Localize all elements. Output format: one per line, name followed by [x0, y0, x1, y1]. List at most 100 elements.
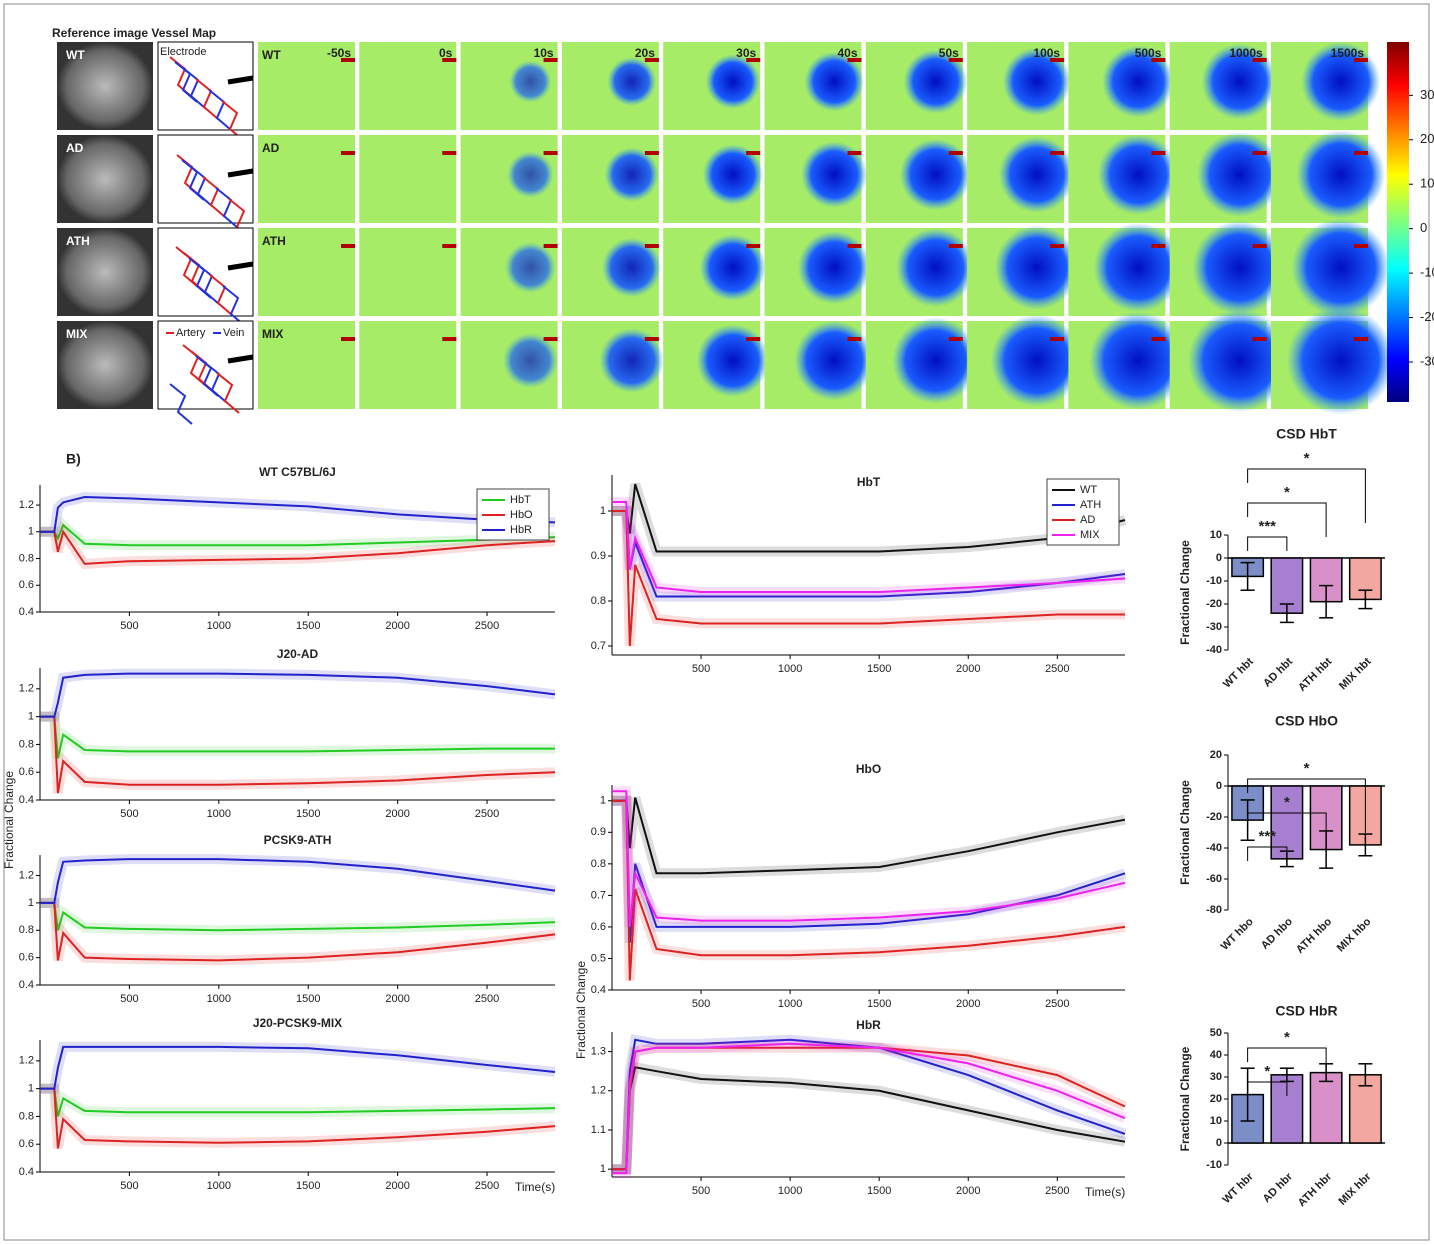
y-tick-label: 0.4	[19, 606, 34, 618]
x-tick-label: 2500	[1045, 998, 1069, 1010]
line	[612, 483, 1126, 553]
significance-bracket	[1247, 778, 1366, 833]
y-tick-label: 0.8	[591, 858, 606, 870]
heatmap-cell	[258, 42, 355, 130]
heatmap-cell	[359, 321, 457, 409]
colorbar	[1387, 42, 1409, 402]
response-blob	[509, 60, 552, 103]
response-blob	[507, 151, 554, 198]
y-tick-label: 1	[600, 505, 606, 517]
significance-bracket	[1247, 1047, 1327, 1082]
electrode-artifact	[644, 244, 659, 248]
line	[40, 529, 556, 565]
time-label: 100s	[1033, 46, 1060, 60]
colorbar-tick-label: 10	[1420, 176, 1434, 191]
response-blob	[801, 141, 868, 208]
electrode-artifact	[543, 337, 558, 341]
line	[612, 1042, 1126, 1175]
electrode-artifact	[1252, 151, 1267, 155]
time-label: 20s	[635, 46, 655, 60]
electrode-artifact	[746, 244, 761, 248]
x-tick-label: MIX hbo	[1335, 916, 1374, 955]
x-tick-label: 2000	[956, 998, 980, 1010]
y-tick-label: 0.4	[591, 984, 606, 996]
response-blob	[899, 138, 972, 211]
electrode-artifact	[1151, 337, 1166, 341]
y-tick-label: 1	[28, 711, 34, 723]
response-blob	[903, 49, 968, 114]
electrode-artifact	[847, 151, 862, 155]
chart-title: J20-PCSK9-MIX	[253, 1016, 342, 1030]
response-blob	[1097, 134, 1179, 215]
y-axis-label: Fractional Change	[2, 771, 16, 869]
reference-image	[57, 321, 153, 409]
line-band	[612, 795, 1126, 879]
x-tick-label: AD hbr	[1261, 1170, 1296, 1205]
legend-label: MIX	[1080, 529, 1100, 541]
electrode-artifact	[746, 337, 761, 341]
legend-label: ATH	[1080, 499, 1101, 511]
electrode-artifact	[948, 58, 963, 62]
x-tick-label: 2500	[1045, 663, 1069, 675]
line	[40, 715, 556, 794]
vessel	[202, 176, 226, 218]
y-tick-label: 0.4	[19, 794, 34, 806]
electrode-artifact	[644, 151, 659, 155]
x-tick-label: 1000	[778, 998, 802, 1010]
y-tick-label: 0.6	[19, 766, 34, 778]
y-tick-label: 1.3	[591, 1046, 606, 1058]
colorbar-tick-label: -10	[1420, 265, 1434, 280]
reference-image	[57, 42, 153, 130]
chart-title: CSD HbO	[1275, 713, 1338, 729]
vein-label: Vein	[223, 327, 244, 339]
chart-title: HbR	[856, 1018, 881, 1032]
line	[40, 901, 556, 932]
y-tick-label: -20	[1206, 598, 1222, 610]
electrode-artifact	[644, 337, 659, 341]
time-label: 0s	[439, 46, 453, 60]
response-blob	[705, 54, 761, 109]
electrode-artifact	[1151, 58, 1166, 62]
y-tick-label: -80	[1206, 904, 1222, 916]
chart-title: J20-AD	[277, 647, 319, 661]
electrode-artifact	[341, 151, 355, 155]
x-tick-label: 2500	[475, 993, 499, 1005]
heatmap-cell	[359, 135, 457, 223]
y-tick-label: 1	[28, 526, 34, 538]
colorbar-tick-label: -20	[1420, 309, 1434, 324]
response-blob	[602, 237, 662, 298]
x-tick-label: WT hbt	[1221, 655, 1256, 690]
line-band	[612, 786, 1127, 928]
heatmap-cell	[359, 228, 457, 316]
x-tick-label: 500	[692, 663, 710, 675]
electrode-artifact	[847, 58, 862, 62]
significance-bracket	[1247, 468, 1366, 523]
electrode-artifact	[746, 151, 761, 155]
heatmap-cell	[258, 135, 355, 223]
response-blob	[998, 136, 1076, 213]
vessel	[209, 274, 233, 316]
chart-title: HbT	[857, 475, 881, 489]
legend-label: HbT	[510, 494, 531, 506]
y-axis-label: Fractional Change	[1178, 780, 1192, 885]
vessel	[169, 383, 193, 425]
significance-label: ***	[1258, 518, 1276, 535]
line-band	[612, 1033, 1127, 1175]
x-tick-label: 1000	[778, 663, 802, 675]
electrode-artifact	[1050, 337, 1065, 341]
response-blob	[1002, 47, 1072, 116]
electrode-artifact	[1354, 58, 1368, 62]
legend-label: HbR	[510, 524, 532, 536]
x-tick-label: 2500	[475, 1180, 499, 1192]
electrode-artifact	[442, 58, 457, 62]
response-blob	[892, 317, 979, 404]
y-tick-label: 0.5	[591, 952, 606, 964]
y-tick-label: 10	[1210, 529, 1222, 541]
x-tick-label: 2000	[385, 620, 409, 632]
electrode-artifact	[948, 151, 963, 155]
electrode-artifact	[543, 151, 558, 155]
line	[40, 495, 556, 533]
response-blob	[599, 328, 665, 393]
y-tick-label: 0.6	[19, 579, 34, 591]
